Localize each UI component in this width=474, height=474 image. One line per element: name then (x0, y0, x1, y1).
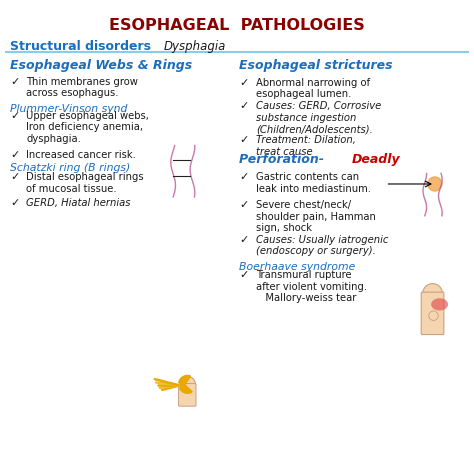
Text: Distal esophageal rings
of mucosal tissue.: Distal esophageal rings of mucosal tissu… (27, 172, 144, 193)
Text: ✓: ✓ (10, 111, 19, 121)
Text: Transmural rupture
after violent vomiting.
   Mallory-weiss tear: Transmural rupture after violent vomitin… (256, 270, 367, 303)
Text: Treatment: Dilation,
treat cause: Treatment: Dilation, treat cause (256, 135, 356, 157)
Text: ✓: ✓ (239, 172, 249, 182)
Text: ✓: ✓ (239, 200, 249, 210)
Text: ✓: ✓ (239, 235, 249, 245)
Circle shape (180, 376, 196, 392)
Text: ✓: ✓ (239, 270, 249, 280)
Text: Thin membranes grow
across esophagus.: Thin membranes grow across esophagus. (27, 77, 138, 99)
Text: Esophageal strictures: Esophageal strictures (239, 59, 393, 72)
Text: ✓: ✓ (10, 172, 19, 182)
Text: Plummer-Vinson synd: Plummer-Vinson synd (10, 104, 127, 114)
Circle shape (423, 283, 442, 303)
Text: Dysphagia: Dysphagia (164, 40, 227, 53)
Text: Schatzki ring (B rings): Schatzki ring (B rings) (10, 164, 130, 173)
Text: ESOPHAGEAL  PATHOLOGIES: ESOPHAGEAL PATHOLOGIES (109, 18, 365, 33)
Text: Esophageal Webs & Rings: Esophageal Webs & Rings (10, 59, 192, 72)
Text: Causes: GERD, Corrosive
substance ingestion
(Children/Adolescents).: Causes: GERD, Corrosive substance ingest… (256, 101, 381, 135)
Text: Upper esophageal webs,
Iron deficiency anemia,
dysphagia.: Upper esophageal webs, Iron deficiency a… (27, 111, 149, 144)
Text: GERD, Hiatal hernias: GERD, Hiatal hernias (27, 198, 131, 209)
Text: Perforation-: Perforation- (239, 153, 329, 166)
Ellipse shape (431, 298, 448, 310)
Text: ✓: ✓ (239, 135, 249, 145)
FancyBboxPatch shape (179, 383, 196, 406)
Text: ✓: ✓ (239, 101, 249, 111)
Text: Severe chest/neck/
shoulder pain, Hamman
sign, shock: Severe chest/neck/ shoulder pain, Hamman… (256, 200, 376, 233)
Text: ✓: ✓ (10, 198, 19, 209)
Text: Causes: Usually iatrogenic
(endoscopy or surgery).: Causes: Usually iatrogenic (endoscopy or… (256, 235, 388, 256)
Text: Increased cancer risk.: Increased cancer risk. (27, 150, 136, 160)
Text: Boerhaave syndrome: Boerhaave syndrome (239, 262, 356, 272)
Circle shape (429, 311, 438, 320)
Text: Deadly: Deadly (352, 153, 400, 166)
Text: ✓: ✓ (10, 150, 19, 160)
Text: Abnormal narrowing of
esophageal lumen.: Abnormal narrowing of esophageal lumen. (256, 78, 370, 100)
Text: Gastric contents can
leak into mediastinum.: Gastric contents can leak into mediastin… (256, 172, 371, 193)
Text: Structural disorders: Structural disorders (10, 40, 151, 53)
FancyBboxPatch shape (421, 292, 444, 335)
Circle shape (428, 177, 442, 191)
Text: ✓: ✓ (10, 77, 19, 87)
Text: ✓: ✓ (239, 78, 249, 88)
